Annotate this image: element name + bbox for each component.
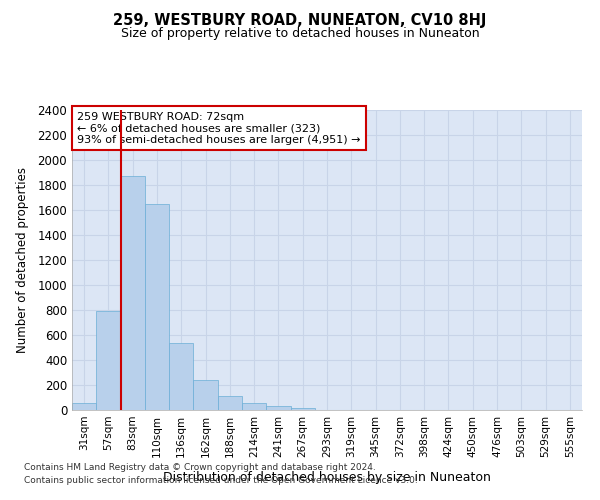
Text: 259, WESTBURY ROAD, NUNEATON, CV10 8HJ: 259, WESTBURY ROAD, NUNEATON, CV10 8HJ	[113, 12, 487, 28]
Text: Contains public sector information licensed under the Open Government Licence v3: Contains public sector information licen…	[24, 476, 418, 485]
Bar	[145, 204, 169, 410]
Bar	[121, 176, 145, 410]
X-axis label: Distribution of detached houses by size in Nuneaton: Distribution of detached houses by size …	[163, 471, 491, 484]
Y-axis label: Number of detached properties: Number of detached properties	[16, 167, 29, 353]
Bar	[96, 310, 121, 410]
Bar	[218, 396, 242, 410]
Text: Contains HM Land Registry data © Crown copyright and database right 2024.: Contains HM Land Registry data © Crown c…	[24, 464, 376, 472]
Bar	[242, 403, 266, 410]
Bar	[72, 402, 96, 410]
Bar	[193, 380, 218, 410]
Text: 259 WESTBURY ROAD: 72sqm
← 6% of detached houses are smaller (323)
93% of semi-d: 259 WESTBURY ROAD: 72sqm ← 6% of detache…	[77, 112, 361, 144]
Text: Size of property relative to detached houses in Nuneaton: Size of property relative to detached ho…	[121, 28, 479, 40]
Bar	[169, 343, 193, 410]
Bar	[290, 408, 315, 410]
Bar	[266, 406, 290, 410]
